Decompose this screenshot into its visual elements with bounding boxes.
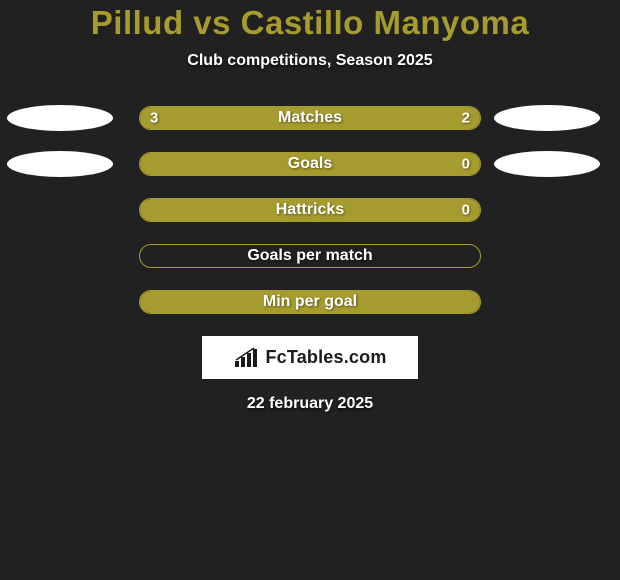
bar-label: Goals xyxy=(288,155,332,173)
right-ellipse xyxy=(494,105,600,131)
bar-left-value: 3 xyxy=(150,110,158,127)
footer-date: 22 february 2025 xyxy=(0,395,620,413)
bar-fill-right xyxy=(344,107,480,129)
bar-label: Goals per match xyxy=(247,247,372,265)
bar-right-value: 0 xyxy=(462,202,470,219)
bar-right-value: 0 xyxy=(462,156,470,173)
stat-bar: 3 Matches 2 xyxy=(139,106,481,130)
bar-label: Matches xyxy=(278,109,342,127)
page-title: Pillud vs Castillo Manyoma xyxy=(0,4,620,42)
stat-bar: Goals per match xyxy=(139,244,481,268)
infographic-container: Pillud vs Castillo Manyoma Club competit… xyxy=(0,0,620,413)
subtitle: Club competitions, Season 2025 xyxy=(0,52,620,70)
right-ellipse xyxy=(494,151,600,177)
bar-label: Min per goal xyxy=(263,293,357,311)
stat-rows: 3 Matches 2 Goals 0 Hattrick xyxy=(0,106,620,314)
brand-badge: FcTables.com xyxy=(202,336,418,379)
left-ellipse xyxy=(7,105,113,131)
stat-bar: Min per goal xyxy=(139,290,481,314)
left-ellipse xyxy=(7,151,113,177)
stat-row: Goals per match xyxy=(0,244,620,268)
stat-bar: Hattricks 0 xyxy=(139,198,481,222)
stat-row: 3 Matches 2 xyxy=(0,106,620,130)
bar-label: Hattricks xyxy=(276,201,344,219)
brand-bars-icon xyxy=(233,347,261,369)
stat-row: Goals 0 xyxy=(0,152,620,176)
stat-row: Hattricks 0 xyxy=(0,198,620,222)
stat-row: Min per goal xyxy=(0,290,620,314)
stat-bar: Goals 0 xyxy=(139,152,481,176)
bar-right-value: 2 xyxy=(462,110,470,127)
brand-text: FcTables.com xyxy=(265,347,386,368)
